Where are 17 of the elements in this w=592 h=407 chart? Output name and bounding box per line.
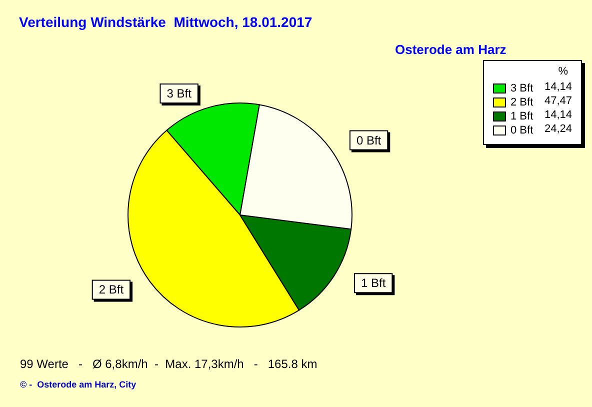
legend-label: 1 Bft	[510, 110, 534, 122]
data-label: 24,24	[544, 123, 572, 135]
data-label: 14,14	[544, 81, 572, 93]
text: 99 Werte - Ø 6,8km/h - Max. 17,3km/h - 165.8 km	[20, 357, 318, 371]
text: © - Osterode am Harz, City	[20, 380, 136, 390]
legend-label: 3 Bft	[510, 82, 534, 94]
data-label: 14,14	[544, 109, 572, 121]
legend-title: %	[558, 66, 568, 78]
slice-label: 3 Bft	[166, 86, 192, 101]
chart-subtitle: Osterode am Harz	[395, 42, 507, 57]
legend-label: 2 Bft	[510, 96, 534, 108]
legend-label: 0 Bft	[510, 124, 534, 136]
chart-title: Verteilung Windstärke Mittwoch, 18.01.2017	[19, 14, 312, 30]
slice-label: 1 Bft	[361, 276, 386, 290]
slice-label: 2 Bft	[98, 282, 124, 297]
data-label: 47,47	[544, 95, 572, 107]
slice-label: 0 Bft	[356, 133, 382, 148]
